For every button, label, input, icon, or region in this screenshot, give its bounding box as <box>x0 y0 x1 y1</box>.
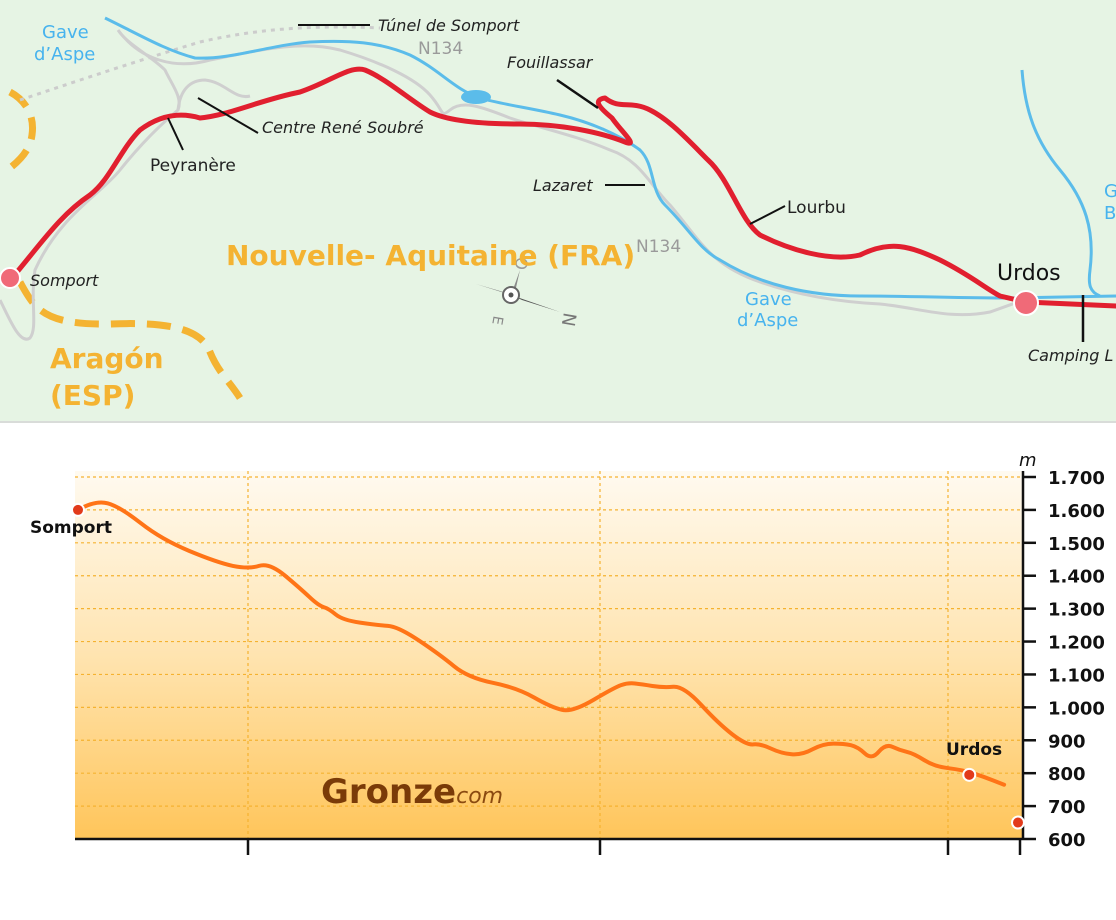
label-urdos: Urdos <box>997 261 1061 286</box>
label-start-somport: Somport <box>30 518 112 538</box>
y-tick-label: 900 <box>1048 731 1086 752</box>
label-lazaret: Lazaret <box>533 176 593 195</box>
label-peyranere: Peyranère <box>150 156 236 176</box>
leader-fouillassar <box>556 78 599 110</box>
leader-lourbu <box>749 205 786 225</box>
brand-logo: Gronzecom <box>321 772 503 812</box>
y-tick-label: 600 <box>1048 830 1086 851</box>
river-label-mid-1: Gave <box>745 289 792 310</box>
y-tick-label: 1.300 <box>1048 600 1105 621</box>
route-map: N E O Túnel de Somport N134 Fouillassar … <box>0 0 1116 421</box>
road-n134-loop <box>176 78 251 111</box>
river-label-edge-2: B <box>1104 203 1116 224</box>
leader-peyranere <box>167 117 184 151</box>
y-tick-label: 800 <box>1048 764 1086 785</box>
river-label-top-1: Gave <box>42 22 89 43</box>
label-camping: Camping L <box>1028 346 1113 365</box>
region-france: Nouvelle- Aquitaine (FRA) <box>226 239 635 272</box>
label-lourbu: Lourbu <box>787 198 846 218</box>
road-n134 <box>0 29 1019 341</box>
river-pond <box>461 90 491 104</box>
y-tick-label: 1.500 <box>1048 534 1105 555</box>
section-divider <box>0 421 1116 423</box>
river-label-edge-1: G <box>1104 181 1116 202</box>
compass-n: N <box>557 311 580 328</box>
compass-e: E <box>488 314 505 326</box>
plot-background <box>75 471 1023 839</box>
compass-icon: N E O <box>476 256 580 328</box>
somport-marker[interactable] <box>0 267 21 289</box>
y-tick-label: 1.700 <box>1048 468 1105 489</box>
river-label-top-2: d’Aspe <box>34 44 95 65</box>
elevation-marker-2 <box>1011 815 1025 830</box>
region-spain-1: Aragón <box>50 342 164 375</box>
label-n134-top: N134 <box>418 39 463 59</box>
urdos-marker[interactable] <box>1013 290 1039 316</box>
x-axis-ticks <box>246 839 1022 855</box>
profile-chart: 1.700 1.600 1.500 1.400 1.300 1.200 1.100 1.000… <box>30 450 1105 855</box>
elevation-marker-0 <box>71 502 85 517</box>
markers <box>71 502 1025 830</box>
leader-centre <box>197 97 259 134</box>
y-tick-label: 700 <box>1048 797 1086 818</box>
label-fouillassar: Fouillassar <box>507 53 594 72</box>
y-tick-label: 1.000 <box>1048 698 1105 719</box>
elevation-profile: 1.700 1.600 1.500 1.400 1.300 1.200 1.100 1.000… <box>0 423 1116 916</box>
compass-o: O <box>511 256 532 272</box>
label-somport: Somport <box>30 271 99 290</box>
elevation-line <box>76 500 1007 787</box>
y-tick-label: 1.400 <box>1048 567 1105 588</box>
tunnel-line <box>19 25 381 102</box>
y-tick-label: 1.100 <box>1048 665 1105 686</box>
y-tick-label: 1.200 <box>1048 633 1105 654</box>
label-tunel: Túnel de Somport <box>378 16 520 35</box>
y-tick-label: 1.600 <box>1048 501 1105 522</box>
elevation-marker-1 <box>962 767 977 782</box>
vertical-grid <box>247 471 949 839</box>
map-canvas: N E O Túnel de Somport N134 Fouillassar … <box>0 16 1116 412</box>
y-ticks: 1.700 1.600 1.500 1.400 1.300 1.200 1.100 1.000… <box>1023 468 1105 851</box>
region-border-line <box>16 280 243 400</box>
label-end-urdos: Urdos <box>946 740 1002 760</box>
label-centre: Centre René Soubré <box>262 118 424 137</box>
region-border-line <box>7 88 37 171</box>
river-gave-aspe <box>104 16 1116 300</box>
river-tributary <box>1020 69 1101 298</box>
river-label-mid-2: d’Aspe <box>737 310 798 331</box>
route-line <box>9 66 1116 309</box>
label-n134-mid: N134 <box>636 237 681 257</box>
y-unit: m <box>1019 450 1037 471</box>
region-spain-2: (ESP) <box>50 379 135 412</box>
